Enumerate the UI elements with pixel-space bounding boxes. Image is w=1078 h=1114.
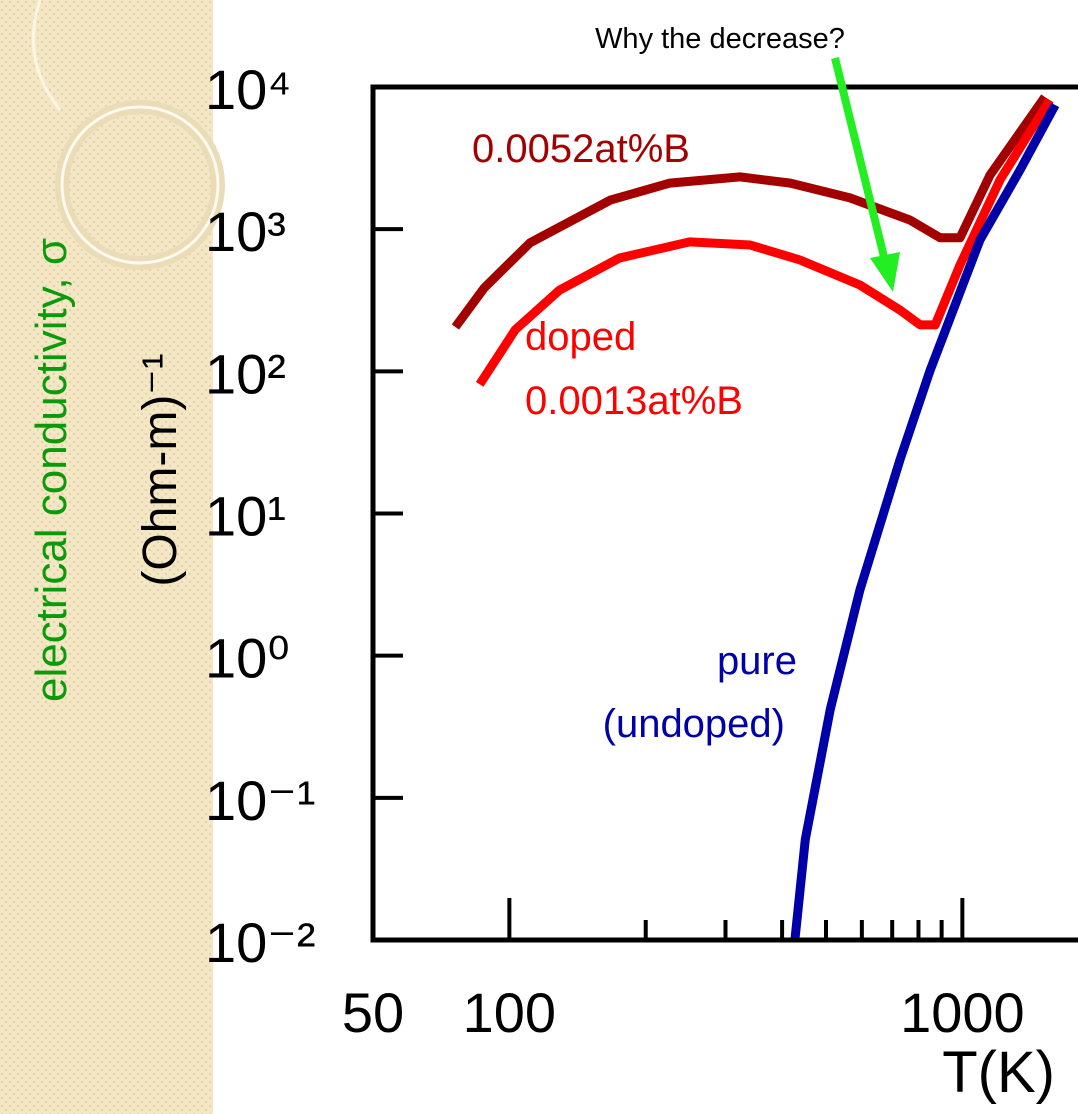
- y-tick-label: 10⁴: [205, 58, 291, 121]
- x-axis-label: T(K): [942, 1040, 1055, 1105]
- arrow-head: [870, 252, 900, 292]
- series-label: 0.0052at%B: [472, 127, 690, 171]
- series-line: [451, 94, 1049, 330]
- y-tick-label: 10⁻²: [205, 911, 316, 974]
- decor: [31, 0, 225, 270]
- y-tick-label: 10¹: [205, 485, 286, 548]
- series-line: [790, 102, 1060, 940]
- x-tick-label: 100: [463, 981, 556, 1044]
- side-strip: [0, 0, 213, 1114]
- x-tick-label: 1000: [900, 981, 1025, 1044]
- axes: 10⁴ 10³ 10² 10¹ 10⁰ 10⁻¹ 10⁻² 50 100 1000: [205, 58, 1025, 1044]
- series-label: doped: [525, 315, 636, 359]
- y-tick-label: 10⁰: [205, 627, 290, 690]
- y-tick-label: 10⁻¹: [205, 769, 316, 832]
- y-tick-label: 10³: [205, 200, 286, 263]
- y-axis-label: electrical conductivity, σ: [27, 238, 76, 702]
- y-tick-label: 10²: [205, 342, 286, 405]
- series-line: [475, 97, 1054, 387]
- x-tick-label: 50: [342, 981, 404, 1044]
- y-axis-unit: (Ohm-m)⁻¹: [134, 353, 187, 586]
- arrow: [831, 57, 890, 266]
- series-label: pure: [717, 639, 797, 683]
- annotation: Why the decrease?: [595, 23, 845, 55]
- plot-area: [451, 94, 1060, 940]
- series-label: 0.0013at%B: [525, 379, 743, 423]
- series-label: (undoped): [603, 702, 785, 746]
